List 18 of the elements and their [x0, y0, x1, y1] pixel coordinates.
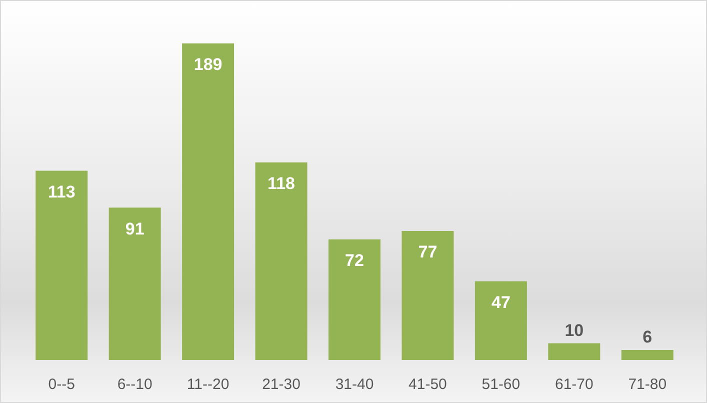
- x-tick-label: 51-60: [482, 376, 520, 394]
- x-tick-label: 31-40: [335, 376, 374, 394]
- data-label: 47: [491, 292, 510, 312]
- data-label: 91: [125, 219, 144, 238]
- data-label: 6: [642, 328, 652, 347]
- data-label: 113: [48, 182, 76, 202]
- data-label: 189: [194, 55, 222, 74]
- x-tick-label: 6--10: [117, 376, 152, 394]
- data-label: 118: [268, 174, 295, 194]
- x-tick-label: 21-30: [262, 376, 300, 394]
- x-tick-label: 41-50: [408, 376, 447, 394]
- x-tick-label: 11--20: [186, 376, 230, 394]
- data-label: 10: [564, 320, 584, 340]
- data-label: 77: [418, 242, 438, 262]
- data-label: 72: [345, 251, 364, 270]
- x-tick-label: 71-80: [628, 376, 667, 394]
- x-tick-label: 0--5: [48, 376, 75, 394]
- x-tick-label: 61-70: [554, 376, 594, 394]
